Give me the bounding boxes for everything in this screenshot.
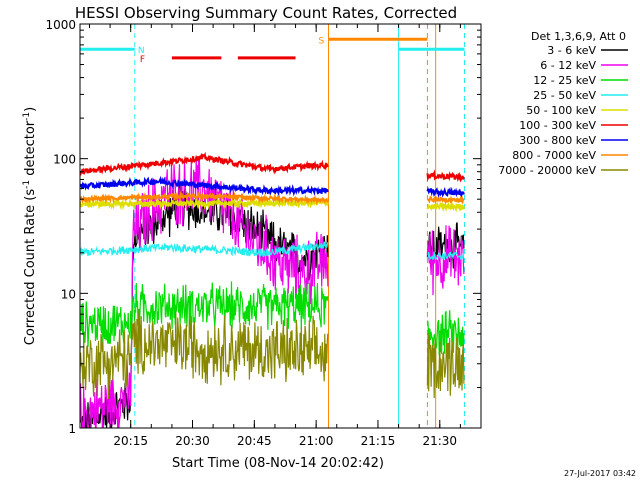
x-axis-label: Start Time (08-Nov-14 20:02:42) — [172, 456, 384, 471]
footer-date: 27-Jul-2017 03:42 — [564, 469, 636, 478]
legend-label: 100 - 300 keV — [519, 119, 596, 132]
series-line-9 — [80, 308, 329, 400]
y-tick-label: 10 — [61, 287, 76, 301]
legend: Det 1,3,6,9, Att 0 3 - 6 keV 6 - 12 keV 12… — [498, 30, 628, 177]
x-tick-label: 21:30 — [422, 434, 457, 448]
series-line-2 — [426, 225, 465, 296]
plot-frame — [79, 23, 482, 429]
y-tick-label: 100 — [53, 153, 76, 167]
y-tick-label: 1000 — [45, 18, 76, 32]
flag-label-flare: F — [140, 55, 145, 65]
x-tick-label: 20:45 — [237, 434, 272, 448]
legend-title: Det 1,3,6,9, Att 0 — [531, 30, 626, 43]
series-line-3 — [80, 281, 329, 347]
flag-label-night: N — [138, 46, 145, 56]
legend-label: 25 - 50 keV — [533, 89, 596, 102]
series-line-4 — [80, 241, 329, 258]
series-line-7 — [80, 175, 329, 197]
series-line-8 — [80, 190, 329, 206]
legend-label: 7000 - 20000 keV — [498, 164, 596, 177]
series-line-2 — [80, 155, 329, 428]
x-tick-label: 20:30 — [175, 434, 210, 448]
series-line-3 — [426, 310, 465, 356]
series-line-6 — [80, 151, 329, 176]
series-line-8 — [426, 195, 465, 205]
series-line-4 — [427, 250, 465, 262]
y-axis-label: Corrected Count Rate (s-1 detector-1) — [22, 107, 38, 345]
series-line-7 — [426, 186, 465, 200]
x-tick-label: 20:15 — [113, 434, 148, 448]
flag-label-saa: S — [319, 36, 325, 46]
axis-ticks: 20:15 20:30 20:45 21:00 21:15 21:30 1 10 100 1000 — [45, 18, 481, 448]
legend-label: 6 - 12 keV — [540, 59, 596, 72]
series-line-6 — [426, 169, 465, 183]
chart-title: HESSI Observing Summary Count Rates, Cor… — [75, 4, 457, 22]
legend-label: 3 - 6 keV — [547, 44, 596, 57]
plot-area — [80, 24, 466, 428]
legend-label: 300 - 800 keV — [519, 134, 596, 147]
legend-label: 50 - 100 keV — [526, 104, 596, 117]
legend-label: 12 - 25 keV — [533, 74, 596, 87]
series-line-9 — [426, 333, 465, 399]
series-line-5 — [426, 201, 465, 213]
legend-label: 800 - 7000 keV — [512, 149, 596, 162]
y-tick-label: 1 — [68, 422, 76, 436]
x-tick-label: 21:15 — [361, 434, 396, 448]
x-tick-label: 21:00 — [299, 434, 334, 448]
